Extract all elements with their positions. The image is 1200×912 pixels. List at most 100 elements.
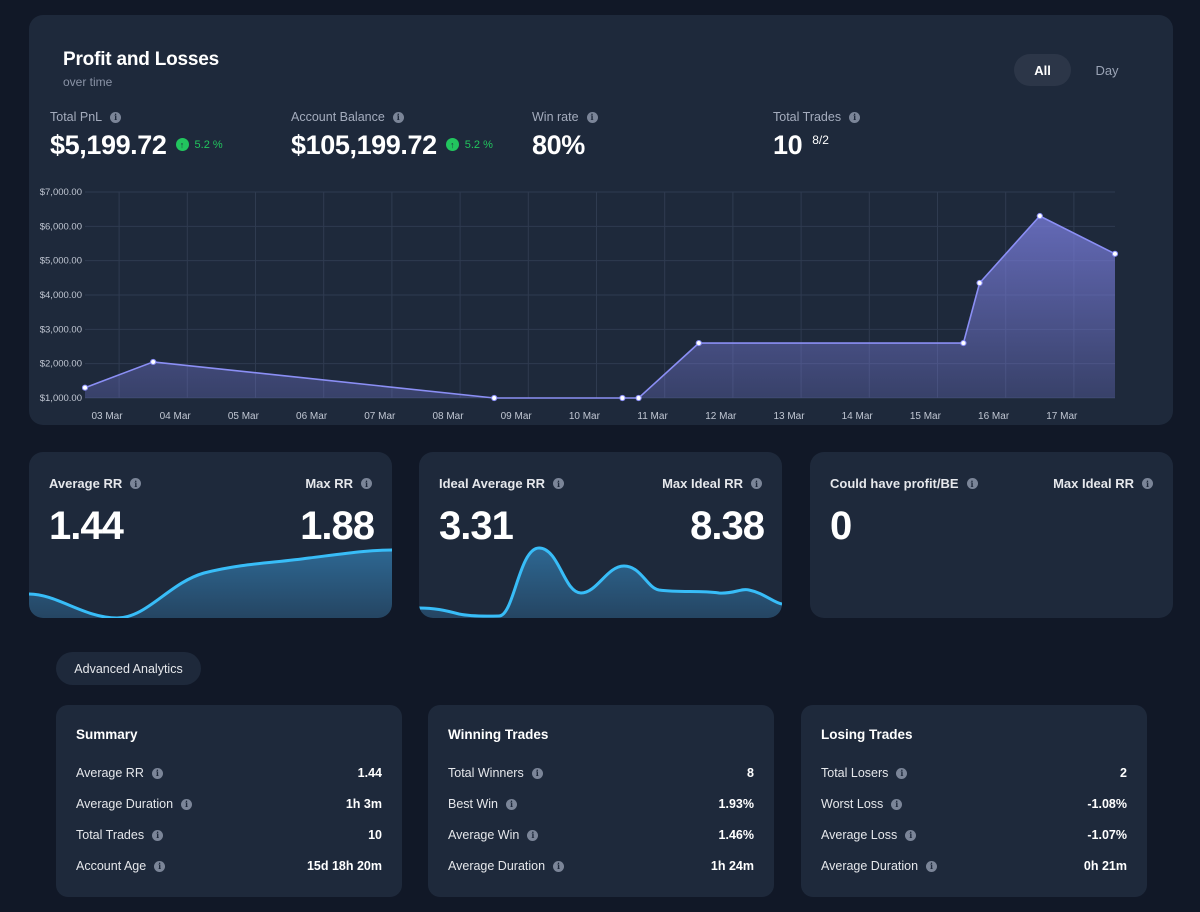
row-label: Worst Loss	[821, 797, 884, 811]
rr-left-label: Could have profit/BE	[830, 476, 959, 491]
info-icon[interactable]: i	[896, 767, 908, 779]
arrow-up-icon: ↑	[175, 138, 189, 151]
rr-right-label: Max Ideal RR	[1053, 476, 1134, 491]
info-icon[interactable]: i	[361, 478, 372, 489]
row-label: Total Losers	[821, 766, 889, 780]
winning-trades-card: Winning Trades Total Winners i 8 Best Win i…	[428, 705, 774, 897]
row-value: 1.44	[357, 766, 382, 780]
row-value: 1.93%	[718, 797, 754, 811]
stat-total-trades: Total Trades i 10 8/2	[773, 110, 861, 161]
info-icon[interactable]: i	[1142, 478, 1153, 489]
data-point	[635, 394, 642, 402]
stat-value: 80%	[532, 130, 585, 160]
y-tick-label: $3,000.00	[40, 324, 82, 335]
page-subtitle: over time	[63, 75, 113, 89]
info-icon[interactable]: i	[849, 111, 861, 123]
stat-row: Total Losers i 2	[821, 766, 1127, 780]
row-label: Total Winners	[448, 766, 524, 780]
x-tick-label: 07 Mar	[364, 411, 396, 422]
advanced-analytics-button[interactable]: Advanced Analytics	[56, 652, 201, 685]
stat-value: $5,199.72	[50, 130, 167, 160]
info-icon[interactable]: i	[586, 111, 598, 123]
stat-row: Best Win i 1.93%	[448, 797, 754, 811]
y-tick-label: $1,000.00	[40, 393, 82, 404]
info-icon[interactable]: i	[506, 798, 518, 810]
info-icon[interactable]: i	[154, 860, 166, 872]
data-point	[1111, 250, 1119, 257]
toggle-day-button[interactable]: Day	[1095, 62, 1119, 78]
row-label: Average Duration	[448, 859, 546, 873]
losing-trades-card: Losing Trades Total Losers i 2 Worst Loss i…	[801, 705, 1147, 897]
info-icon[interactable]: i	[151, 767, 163, 779]
summary-card: Summary Average RR i 1.44 Average Duration…	[56, 705, 402, 897]
info-icon[interactable]: i	[552, 478, 564, 489]
row-value: 8	[747, 766, 754, 780]
rr-left-label: Ideal Average RR	[439, 476, 545, 491]
data-point	[1036, 212, 1043, 220]
stat-win-loss: 8/2	[812, 133, 829, 147]
stat-row: Average Duration i 1h 3m	[76, 797, 382, 811]
info-icon[interactable]: i	[905, 829, 917, 841]
stat-label: Total PnL	[50, 110, 103, 124]
row-label: Average Loss	[821, 828, 898, 842]
stat-row: Worst Loss i -1.08%	[821, 797, 1127, 811]
row-label: Average Duration	[821, 859, 919, 873]
row-label: Average Win	[448, 828, 520, 842]
x-tick-label: 06 Mar	[296, 411, 328, 422]
data-point	[695, 339, 702, 347]
y-tick-label: $5,000.00	[40, 256, 82, 267]
rr-left-value: 3.31	[439, 504, 514, 548]
info-icon[interactable]: i	[130, 478, 142, 489]
info-icon[interactable]: i	[152, 829, 164, 841]
rr-card-average: Average RR i Max RR i 1.44 1.88	[29, 452, 392, 618]
x-tick-label: 12 Mar	[705, 411, 737, 422]
pnl-chart: $1,000.00 $2,000.00 $3,000.00 $4,000.00 $5,0…	[40, 187, 1119, 422]
x-tick-label: 03 Mar	[91, 411, 123, 422]
info-icon[interactable]: i	[751, 478, 762, 489]
data-point	[150, 358, 157, 366]
rr-right-label: Max Ideal RR	[662, 476, 743, 491]
x-tick-label: 05 Mar	[228, 411, 260, 422]
row-value: 10	[368, 828, 382, 842]
x-tick-label: 15 Mar	[910, 411, 942, 422]
info-icon[interactable]: i	[966, 478, 978, 489]
stat-row: Average Win i 1.46%	[448, 828, 754, 842]
arrow-up-icon: ↑	[445, 138, 459, 151]
pnl-area-fill	[85, 216, 1115, 398]
rr-left-value: 0	[830, 504, 852, 548]
stat-label: Account Balance	[291, 110, 385, 124]
row-value: 1h 3m	[345, 797, 382, 811]
page-title: Profit and Losses	[63, 49, 220, 70]
toggle-all-button[interactable]: All	[1014, 54, 1071, 86]
x-tick-label: 14 Mar	[842, 411, 874, 422]
delta-badge: ↑ 5.2 %	[175, 138, 223, 151]
info-icon[interactable]: i	[531, 767, 543, 779]
x-tick-label: 10 Mar	[569, 411, 601, 422]
info-icon[interactable]: i	[553, 860, 565, 872]
rr-sparkline	[419, 546, 782, 618]
data-point	[491, 394, 498, 402]
row-value: 2	[1120, 766, 1127, 780]
x-tick-label: 09 Mar	[501, 411, 533, 422]
stat-account-balance: Account Balance i $105,199.72 ↑ 5.2 %	[291, 110, 493, 161]
data-point	[619, 394, 626, 402]
data-point	[81, 384, 89, 391]
info-icon[interactable]: i	[110, 111, 122, 123]
info-icon[interactable]: i	[891, 798, 903, 810]
x-tick-label: 08 Mar	[432, 411, 464, 422]
info-icon[interactable]: i	[181, 798, 193, 810]
row-value: 0h 21m	[1083, 859, 1127, 873]
stat-row: Average Loss i -1.07%	[821, 828, 1127, 842]
rr-left-label: Average RR	[49, 476, 123, 491]
rr-sparkline	[29, 548, 392, 618]
info-icon[interactable]: i	[392, 111, 404, 123]
y-tick-label: $7,000.00	[40, 187, 82, 198]
info-icon[interactable]: i	[527, 829, 539, 841]
row-label: Total Trades	[76, 828, 145, 842]
delta-value: 5.2 %	[464, 138, 493, 151]
x-tick-label: 16 Mar	[978, 411, 1010, 422]
x-tick-label: 17 Mar	[1046, 411, 1078, 422]
x-tick-label: 11 Mar	[637, 411, 668, 422]
info-icon[interactable]: i	[926, 860, 938, 872]
data-point	[960, 339, 967, 347]
